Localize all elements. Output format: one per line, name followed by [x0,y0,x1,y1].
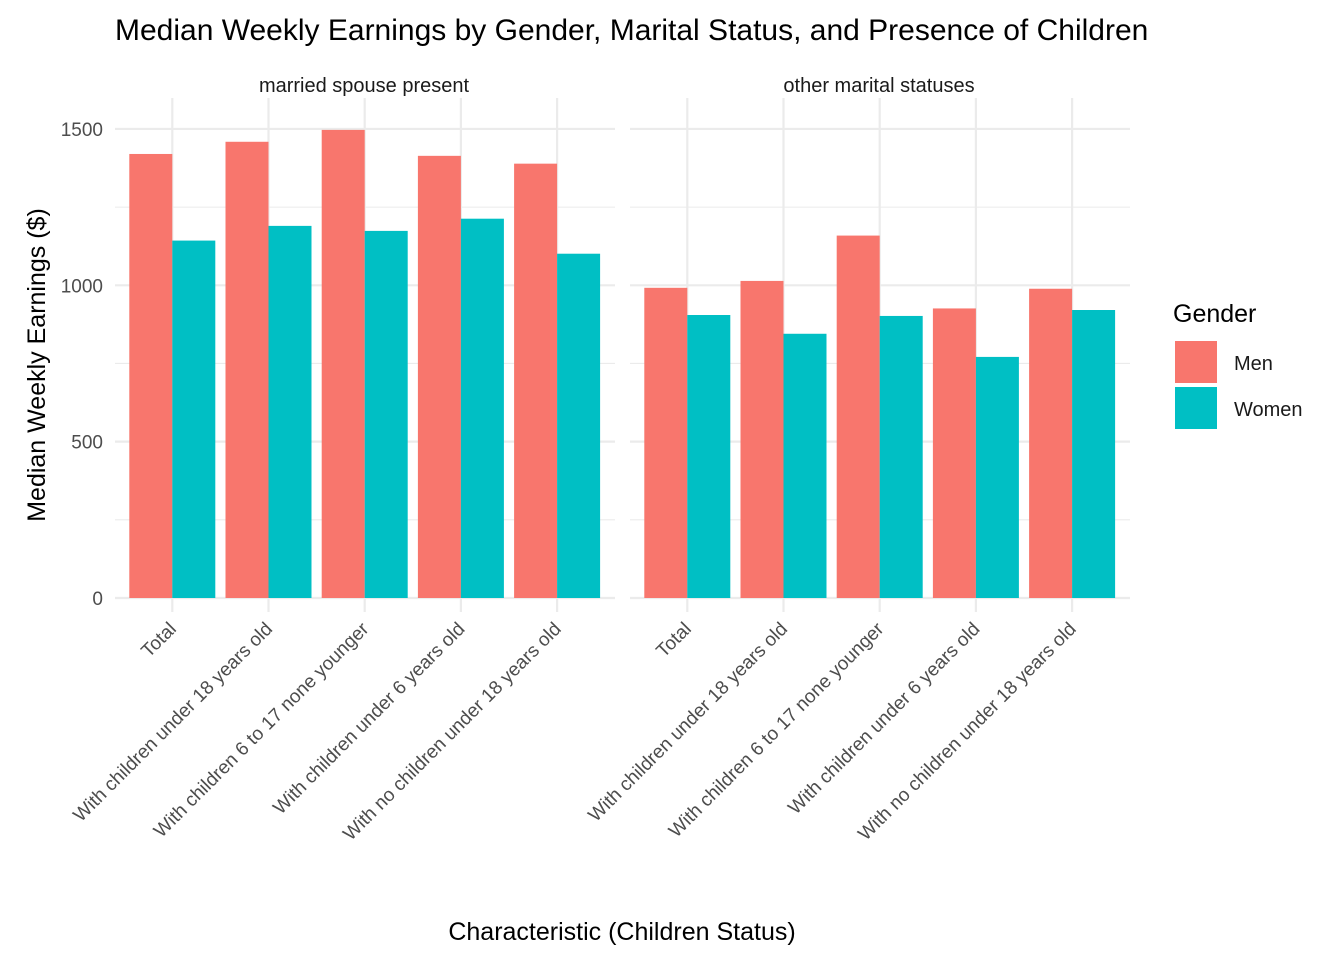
bar-men-1 [644,287,688,598]
legend-label-women: Women [1234,399,1303,421]
x-tick-label: With children under 6 years old [269,619,469,819]
bar-men-3 [836,235,880,599]
x-tick-label: With no children under 18 years old [854,619,1080,845]
bar-men-2 [225,141,269,599]
legend-swatch-women [1175,387,1217,429]
bar-women-4 [460,218,504,599]
bar-women-2 [268,225,312,598]
x-tick-label: With children 6 to 17 none younger [665,618,889,842]
facet-panel-other: other marital statuses [630,75,1130,612]
facet-strip-label: other marital statuses [783,75,974,97]
y-tick-label: 500 [71,433,103,454]
x-tick-label: Total [653,619,696,662]
facet-panel-married: married spouse present [115,75,615,612]
bar-men-4 [417,155,461,598]
bar-women-4 [975,356,1019,598]
bar-men-1 [129,153,173,598]
bar-women-3 [364,230,408,598]
bar-women-1 [687,315,731,598]
legend: Gender Men Women [1173,300,1303,429]
y-tick-label: 1000 [61,276,103,297]
bar-women-5 [557,253,601,599]
bar-women-3 [879,315,923,598]
legend-title: Gender [1173,300,1256,328]
y-tick-label: 0 [92,589,103,610]
legend-swatch-men [1175,341,1217,383]
bar-women-5 [1072,310,1116,598]
y-tick-label: 1500 [61,120,103,141]
bar-men-3 [321,129,365,598]
facet-strip-label: married spouse present [259,75,470,97]
bar-women-2 [783,333,827,598]
x-tick-label: With no children under 18 years old [339,619,565,845]
x-tick-label: With children under 18 years old [585,619,793,827]
chart-title: Median Weekly Earnings by Gender, Marita… [115,14,1148,47]
x-tick-label: With children 6 to 17 none younger [150,618,374,842]
y-axis-title: Median Weekly Earnings ($) [23,208,51,522]
bar-women-1 [172,240,216,598]
bar-men-4 [932,308,976,598]
x-tick-label: Total [138,619,181,662]
x-tick-label: With children under 18 years old [70,619,278,827]
bar-men-2 [740,280,784,598]
bar-men-5 [1029,288,1073,598]
bar-men-5 [514,163,558,598]
x-tick-label: With children under 6 years old [784,619,984,819]
y-axis: 0 500 1000 1500 [61,120,103,610]
x-axis-title: Characteristic (Children Status) [448,918,795,946]
legend-label-men: Men [1234,353,1273,375]
